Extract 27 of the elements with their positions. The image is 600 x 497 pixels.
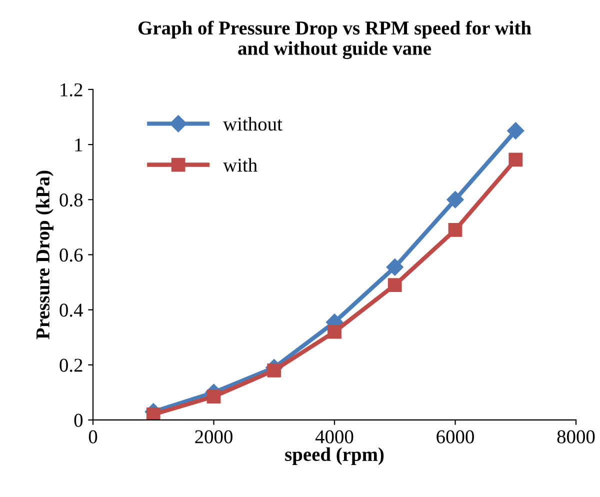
y-tick-label: 0 bbox=[74, 414, 83, 427]
point bbox=[146, 408, 160, 420]
y-tick-label: 0.2 bbox=[60, 358, 82, 372]
chart-title: Graph of Pressure Drop vs RPM speed for with and without guide vane bbox=[138, 20, 532, 60]
y-tick-label: 0.8 bbox=[60, 193, 83, 207]
point bbox=[446, 191, 464, 208]
point bbox=[267, 363, 282, 378]
point bbox=[508, 152, 523, 167]
x-axis-title: speed (rpm) bbox=[285, 447, 384, 465]
legend-label: with bbox=[223, 158, 258, 172]
y-axis-title: Pressure Drop (kPa) bbox=[36, 170, 54, 340]
x-tick-label: 6000 bbox=[436, 430, 474, 444]
x-tick-label: 8000 bbox=[557, 430, 595, 444]
point bbox=[206, 390, 221, 404]
point bbox=[388, 278, 402, 292]
point bbox=[448, 222, 462, 237]
x-tick-label: 2000 bbox=[195, 430, 232, 444]
x-tick-label: 0 bbox=[88, 430, 98, 444]
x-tick-label: 4000 bbox=[315, 430, 354, 444]
y-tick-label: 0.6 bbox=[60, 248, 83, 262]
y-tick-label: 1 bbox=[75, 138, 82, 152]
y-tick-label: 1.2 bbox=[60, 83, 82, 96]
point bbox=[386, 258, 404, 276]
y-tick-label: 0.4 bbox=[60, 304, 83, 317]
point bbox=[507, 122, 524, 140]
point bbox=[328, 324, 342, 339]
legend-label: without bbox=[223, 116, 282, 131]
